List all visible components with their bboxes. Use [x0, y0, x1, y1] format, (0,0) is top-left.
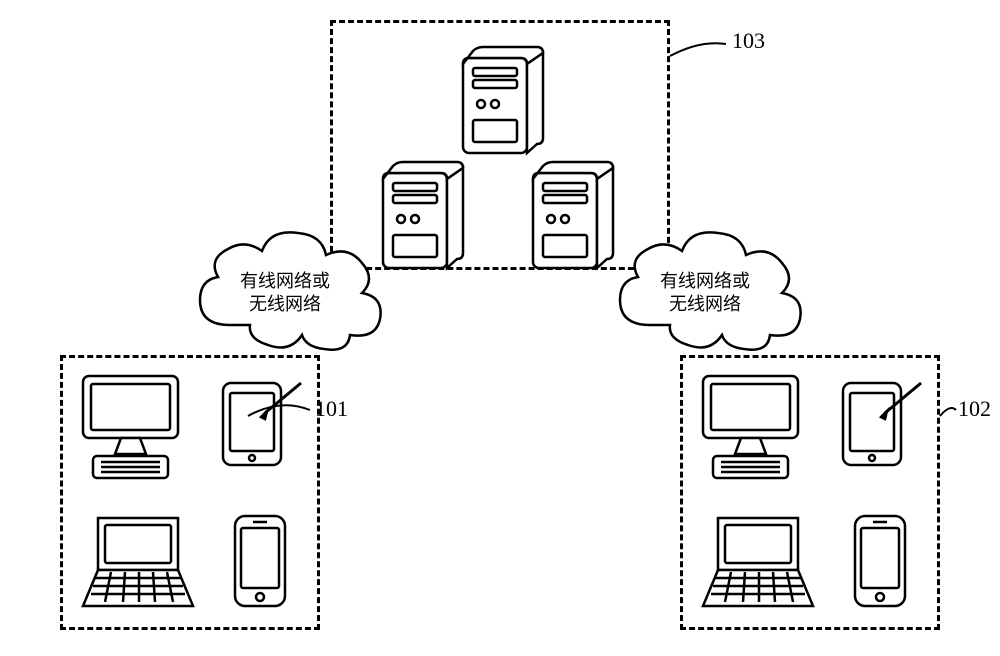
cloud-left-line2: 无线网络	[249, 294, 321, 314]
label-102: 102	[958, 396, 991, 422]
diagram-canvas: 有线网络或 无线网络 有线网络或 无线网络	[0, 0, 1000, 656]
label-101: 101	[315, 396, 348, 422]
client-right-box	[680, 355, 940, 630]
cloud-right: 有线网络或 无线网络	[610, 215, 810, 360]
client-left-svg	[63, 358, 323, 633]
cloud-left-line1: 有线网络或	[240, 271, 330, 291]
client-right-svg	[683, 358, 943, 633]
cloud-right-text: 有线网络或 无线网络	[660, 270, 750, 317]
cloud-left-text: 有线网络或 无线网络	[240, 270, 330, 317]
label-103: 103	[732, 28, 765, 54]
client-left-box	[60, 355, 320, 630]
cloud-right-line2: 无线网络	[669, 294, 741, 314]
cloud-right-line1: 有线网络或	[660, 271, 750, 291]
cloud-left: 有线网络或 无线网络	[190, 215, 390, 360]
